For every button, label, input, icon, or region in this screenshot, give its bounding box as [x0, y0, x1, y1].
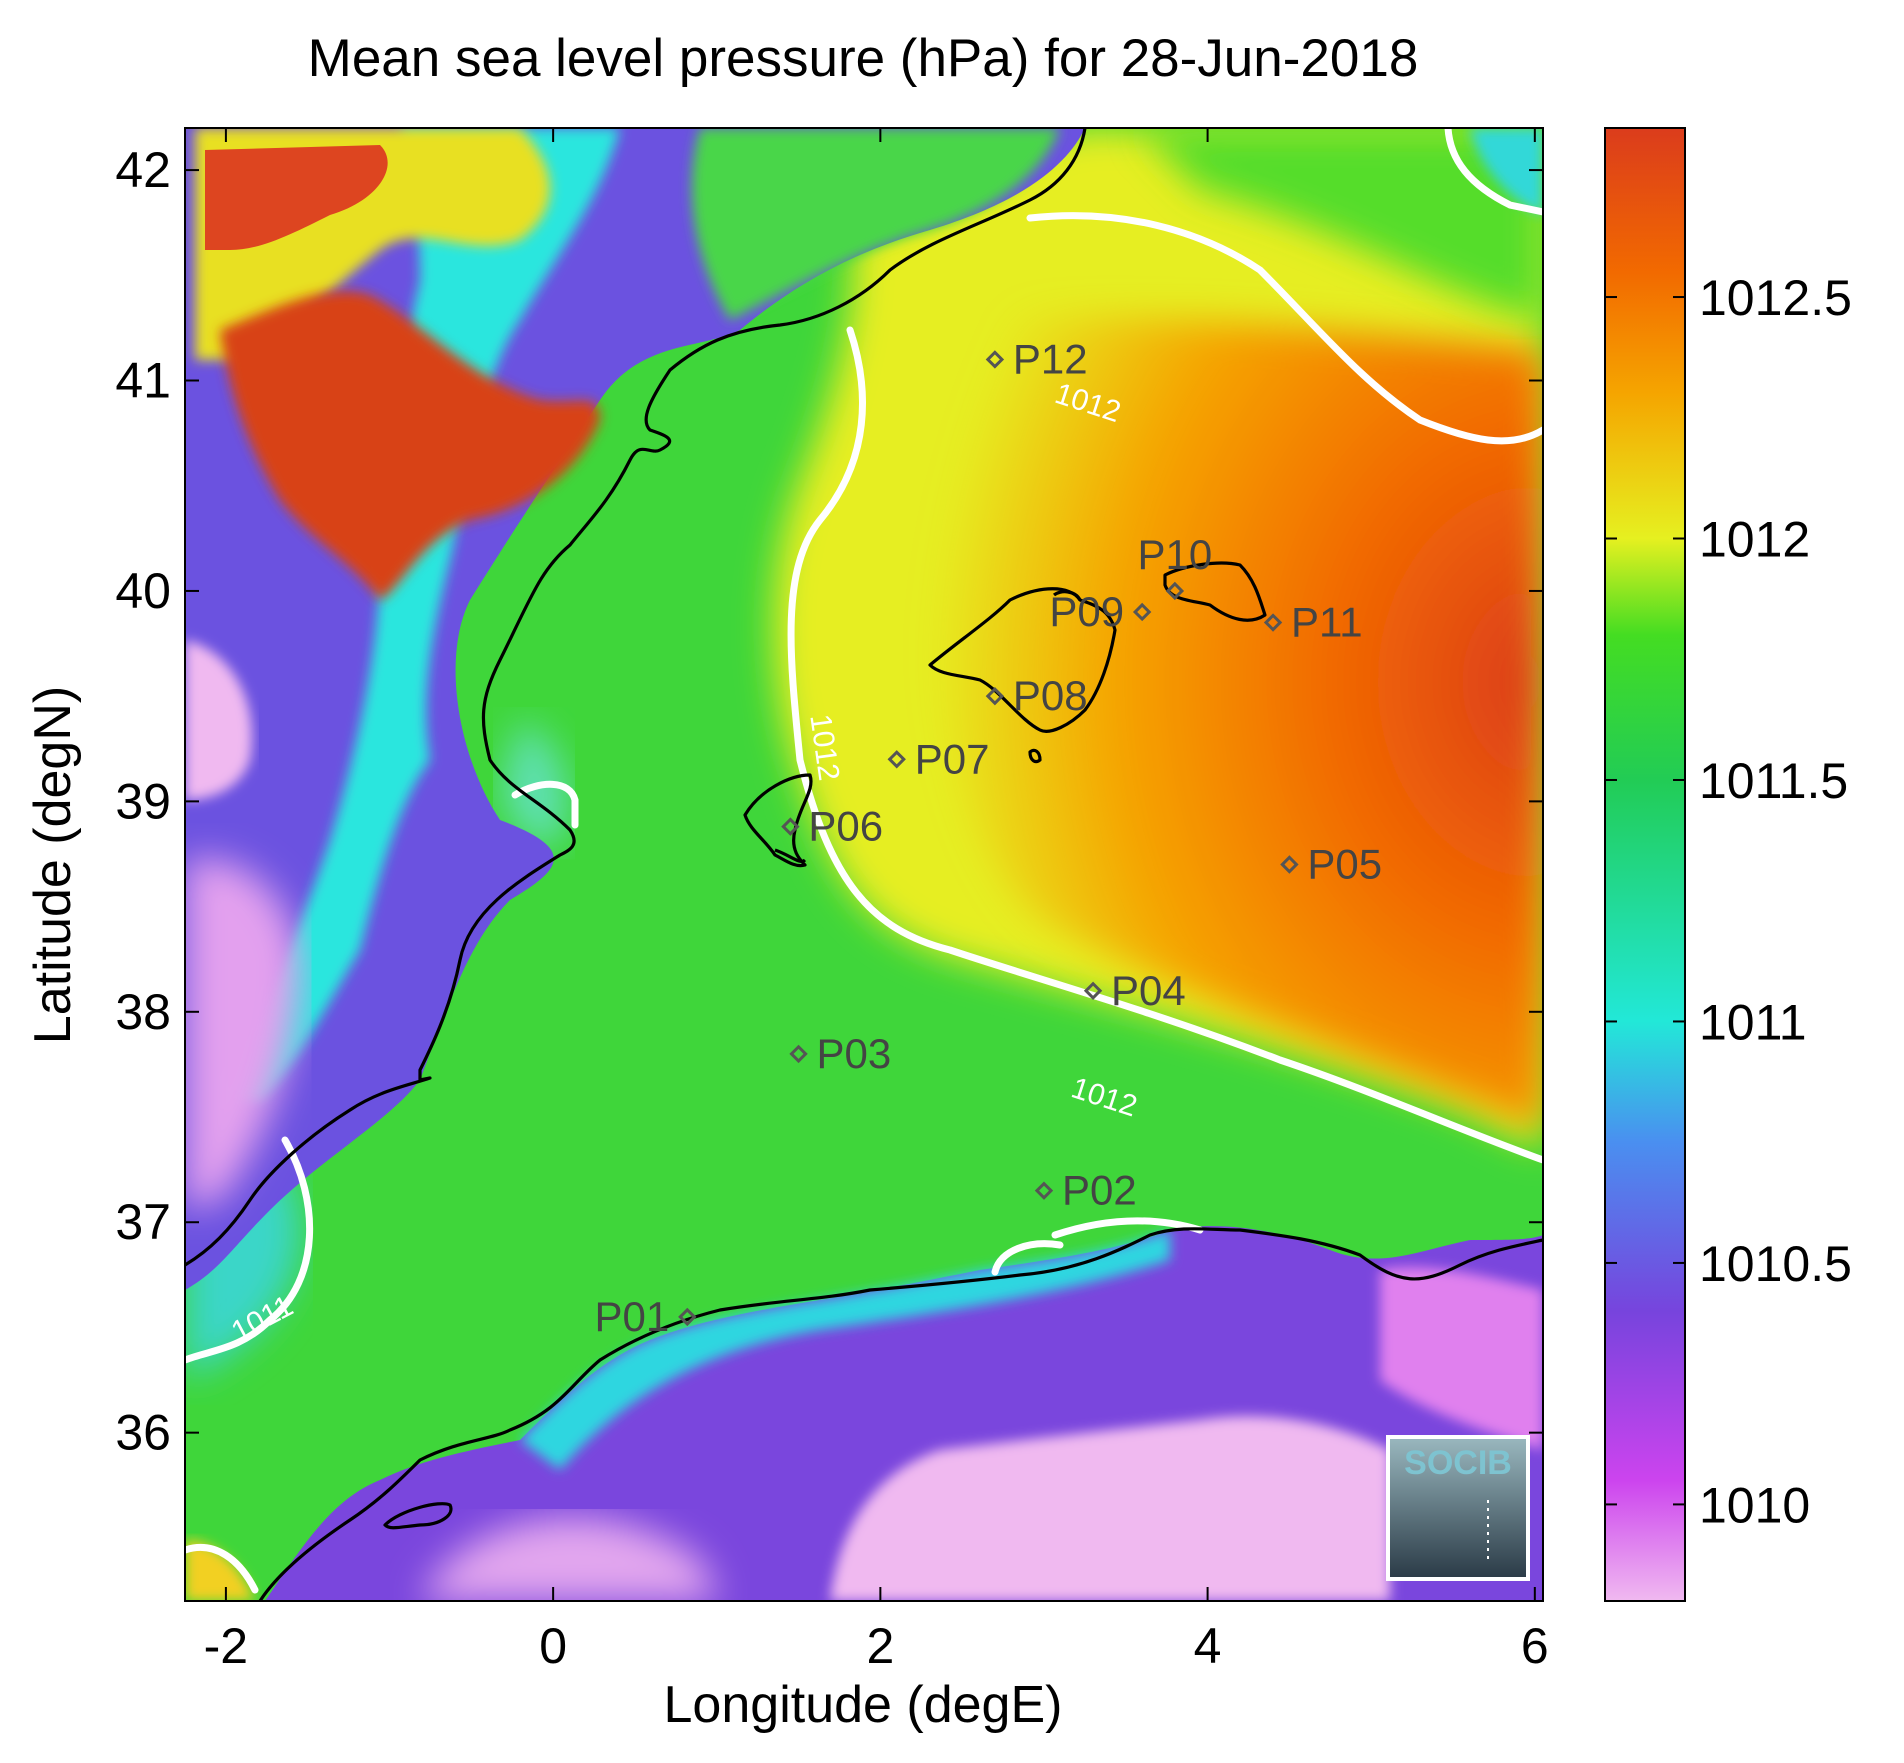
iberia-plateau: [220, 290, 600, 600]
menorca-coast: [1163, 561, 1267, 622]
colorbar-tick-label: 1012: [1699, 512, 1810, 568]
mallorca-notch: [1052, 590, 1082, 601]
y-tick-label: 42: [115, 142, 171, 198]
northeast-lower: [1140, 128, 1543, 320]
colorbar-tick-label: 1010: [1699, 1477, 1810, 1533]
x-tick-label: -2: [204, 1618, 248, 1674]
iberia-cyan: [220, 128, 620, 1100]
logo-text: SOCIB: [1404, 1444, 1512, 1482]
station-label: P02: [1062, 1167, 1137, 1214]
station-label: P05: [1307, 841, 1382, 888]
africa-coastline: [258, 1227, 1543, 1601]
colorbar-ticks: 1010 1010.5 1011 1011.5 1012 1012.5: [1605, 270, 1852, 1533]
station-marker: [1263, 613, 1283, 632]
isobar-1012-northeast: [1444, 128, 1543, 216]
alboran-island: [383, 1502, 453, 1530]
colorbar-frame: [1604, 127, 1686, 1602]
northeast-cyan: [1470, 128, 1543, 215]
y-axis: 36 37 38 39 40 41 42: [115, 142, 1543, 1461]
isobar-lines: [185, 128, 1543, 1594]
socib-logo: SOCIB: [1386, 1435, 1530, 1581]
station-label: P06: [808, 803, 883, 850]
station-marker: [985, 686, 1005, 706]
x-tick-label: 4: [1194, 1618, 1222, 1674]
isobar-1011-south: [991, 1217, 1204, 1276]
africa-pink: [830, 1416, 1390, 1601]
map-frame: [184, 127, 1544, 1602]
iberia-green: [691, 128, 1060, 320]
station-label: P01: [595, 1293, 670, 1340]
formentera-coast: [774, 848, 807, 863]
coastlines: [185, 128, 1543, 1601]
station-marker: [985, 350, 1005, 369]
x-tick-label: 0: [539, 1618, 567, 1674]
colorbar-tick-label: 1010.5: [1699, 1236, 1852, 1292]
iberia-pink-south: [185, 858, 300, 1210]
station-marker: [789, 1044, 808, 1064]
station-label: P11: [1291, 599, 1363, 646]
x-axis-label: Longitude (degE): [664, 1676, 1063, 1734]
station-label: P08: [1013, 672, 1088, 719]
iberia-high-ground: [205, 145, 388, 250]
ibiza-coast: [743, 773, 813, 868]
logo-box: [1386, 1435, 1530, 1581]
isobar-1012-north: [1026, 212, 1543, 445]
southeast-pink: [1380, 1267, 1543, 1450]
station-marker: [678, 1307, 697, 1327]
africa-pink-west: [420, 1517, 720, 1601]
iberia-coastline: [185, 128, 1087, 1267]
x-tick-label: 6: [1521, 1618, 1549, 1674]
x-axis: -2 0 2 4 6: [204, 128, 1549, 1674]
y-tick-label: 39: [115, 773, 171, 829]
station-label: P07: [915, 735, 990, 782]
y-tick-label: 38: [115, 984, 171, 1040]
colorbar: 1010 1010.5 1011 1011.5 1012 1012.5: [1604, 127, 1852, 1602]
station-label: P12: [1013, 335, 1088, 382]
station-marker: [781, 817, 800, 836]
pressure-field: [185, 128, 1543, 1601]
station-label: P10: [1138, 531, 1213, 578]
station-label: P09: [1049, 588, 1124, 635]
africa-cyan-coast: [520, 1230, 1170, 1470]
isobar-1012-west: [787, 326, 1543, 1164]
x-tick-label: 2: [866, 1618, 894, 1674]
chart-title: Mean sea level pressure (hPa) for 28-Jun…: [308, 29, 1419, 88]
colorbar-tick-label: 1012.5: [1699, 270, 1852, 326]
station-marker: [1034, 1181, 1054, 1200]
y-tick-label: 41: [115, 353, 171, 409]
colorbar-gradient: [1605, 128, 1685, 1601]
station-marker: [1132, 602, 1152, 622]
station-marker: [1165, 581, 1185, 601]
station-label: P04: [1111, 967, 1186, 1014]
y-tick-label: 36: [115, 1405, 171, 1461]
isobar-1011-southwest: [185, 1136, 314, 1364]
isobar-1011-corner: [185, 1543, 259, 1594]
y-tick-label: 40: [115, 563, 171, 619]
pressure-core: [860, 315, 1543, 1130]
colorbar-tick-label: 1011: [1699, 994, 1807, 1050]
isobar-1011-west: [511, 780, 579, 829]
southwest-corner: [185, 1540, 255, 1601]
station-marker: [1083, 981, 1103, 1000]
station-marker: [1280, 855, 1299, 874]
iberia-pink: [185, 640, 252, 800]
colorbar-tick-label: 1011.5: [1699, 753, 1848, 809]
y-tick-label: 37: [115, 1194, 171, 1250]
cabrera-islet: [1028, 748, 1042, 764]
y-axis-label: Latitude (degN): [24, 686, 82, 1044]
station-label: P03: [817, 1030, 892, 1077]
station-marker: [887, 750, 906, 769]
stations-layer: P01 P02 P03 P04 P05 P06 P07 P08 P09 P10 P11 P12: [595, 335, 1383, 1339]
